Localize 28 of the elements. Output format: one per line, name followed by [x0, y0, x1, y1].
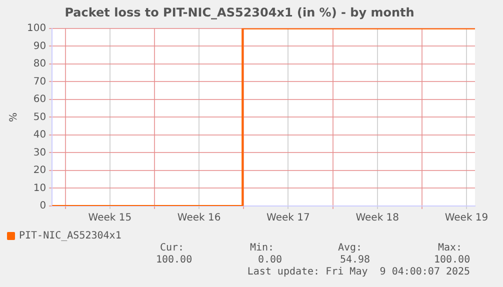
x-tick-label: Week 18 [356, 212, 400, 224]
y-tick-label: 50 [33, 112, 46, 123]
text: 0.00 [258, 254, 282, 266]
text: Max: [438, 242, 462, 254]
x-tick-label: Week 15 [88, 212, 132, 224]
y-tick-label: 100 [26, 22, 46, 34]
y-tick-label: 0 [40, 200, 46, 212]
text: Avg: [338, 242, 362, 254]
y-tick-label: 40 [33, 130, 46, 141]
x-tick-label: Week 16 [177, 212, 221, 224]
y-tick-label: 60 [33, 94, 46, 106]
x-tick-label: Week 19 [444, 212, 488, 224]
text: 54.98 [340, 254, 370, 266]
x-tick-label: Week 17 [266, 212, 310, 224]
y-tick-label: 90 [33, 40, 46, 52]
y-tick-label: 10 [33, 182, 46, 194]
y-axis-title: % [8, 112, 20, 122]
chart-title: Packet loss to PIT-NIC_AS52304x1 (in %) - by month [64, 5, 414, 20]
y-tick-label: 80 [33, 58, 46, 70]
text: Cur: [160, 242, 184, 254]
text: 100.00 [434, 254, 470, 266]
y-tick-label: 70 [33, 76, 46, 88]
y-tick-label: 30 [33, 147, 46, 158]
text: Min: [250, 242, 274, 254]
text: 100.00 [156, 254, 192, 266]
legend-label: PIT-NIC_AS52304x1 [19, 230, 122, 242]
y-tick-label: 20 [33, 165, 46, 176]
text: Last update: Fri May 9 04:00:07 2025 [247, 266, 470, 278]
